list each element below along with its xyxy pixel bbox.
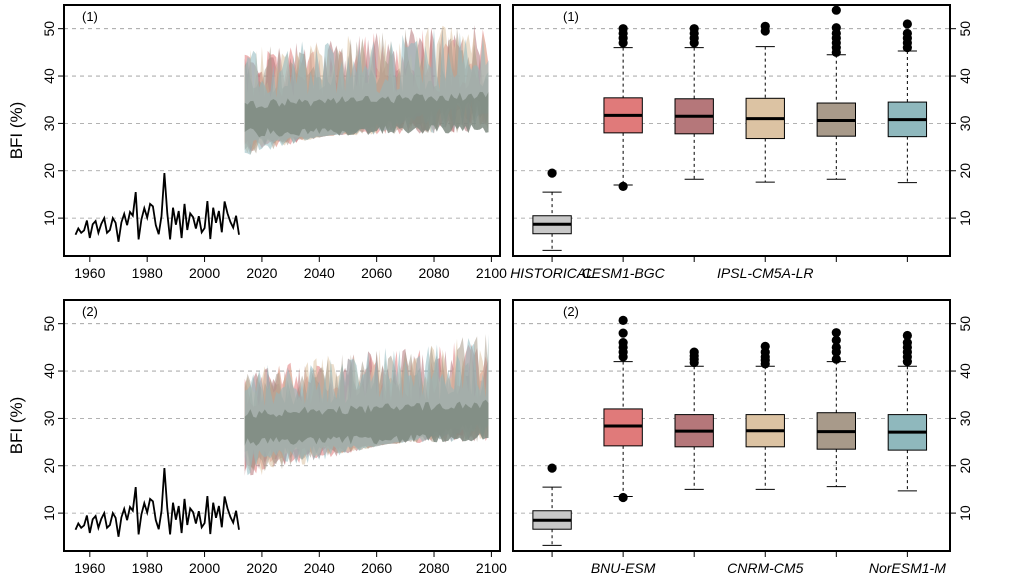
x-tick-label: 2080 [418, 560, 449, 574]
box-CESM1-BGC [603, 24, 643, 191]
box-model-0 [532, 463, 572, 546]
y-tick-label: 10 [957, 505, 973, 521]
x-category-label: HISTORICAL [510, 265, 594, 281]
plot-frame [63, 299, 501, 552]
outlier-point [831, 328, 841, 338]
x-category-label: CNRM-CM5 [727, 560, 803, 574]
y-tick-label: 40 [41, 68, 57, 84]
x-tick-label: 1980 [132, 560, 163, 574]
outlier-point [831, 23, 841, 33]
outlier-point [831, 354, 841, 364]
x-tick-label: 2060 [361, 265, 392, 281]
outlier-point [547, 463, 557, 473]
y-tick-label: 30 [41, 115, 57, 131]
x-tick-label: 1960 [74, 265, 105, 281]
outlier-point [831, 5, 841, 15]
x-category-label: BNU-ESM [591, 560, 656, 574]
outlier-point [689, 24, 699, 34]
outlier-point [760, 341, 770, 352]
y-tick-label: 50 [41, 21, 57, 37]
historical-line [74, 468, 240, 537]
x-tick-label: 2040 [304, 560, 335, 574]
y-tick-label: 10 [41, 210, 57, 226]
outlier-point [547, 168, 557, 178]
x-tick-label: 2060 [361, 560, 392, 574]
box-CNRM-CM5 [745, 341, 785, 490]
y-axis-label: BFI (%) [7, 397, 26, 455]
outlier-point [618, 181, 628, 191]
x-category-label: NorESM1-M [869, 560, 946, 574]
y-tick-label: 40 [957, 68, 973, 84]
x-tick-label: 1960 [74, 560, 105, 574]
box-model-2 [674, 24, 714, 180]
outlier-point [902, 338, 912, 348]
y-tick-label: 50 [957, 316, 973, 332]
box-NorESM1-M [887, 330, 928, 492]
x-tick-label: 2100 [476, 265, 507, 281]
y-tick-label: 10 [957, 210, 973, 226]
x-tick-label: 2040 [304, 265, 335, 281]
x-tick-label: 2080 [418, 265, 449, 281]
y-axis-label: BFI (%) [7, 102, 26, 160]
outlier-point [902, 19, 912, 29]
outlier-point [760, 21, 770, 31]
panel-bottom-left-timeseries: 10 20 30 40 50 1960 1980 2000 2020 2040 2060 2080 21… [7, 299, 507, 574]
x-tick-label: 2020 [246, 560, 277, 574]
box-HISTORICAL [532, 168, 572, 251]
panel-label: (2) [563, 304, 579, 319]
box-model-4 [816, 5, 856, 180]
box-model-2 [674, 347, 714, 490]
outlier-point [618, 492, 628, 503]
plot-frame [512, 299, 951, 552]
x-tick-label: 2000 [189, 265, 220, 281]
panel-bottom-right-boxplot: 10 20 30 40 50 BNU-ESM CNRM-CM5 NorESM1-M (2) [512, 299, 973, 574]
plot-frame [63, 4, 501, 257]
y-tick-label: 20 [957, 458, 973, 474]
y-tick-label: 10 [41, 505, 57, 521]
box-model-5 [887, 19, 928, 184]
y-tick-label: 30 [957, 115, 973, 131]
panel-label: (1) [563, 9, 579, 24]
x-tick-label: 1980 [132, 265, 163, 281]
y-tick-label: 30 [957, 410, 973, 426]
historical-line [74, 173, 240, 242]
outlier-point [831, 342, 841, 352]
projection-band-5 [244, 334, 489, 476]
y-tick-label: 50 [41, 316, 57, 332]
outlier-point [902, 330, 912, 341]
y-tick-label: 40 [957, 363, 973, 379]
panel-label: (1) [82, 9, 98, 24]
y-tick-label: 20 [41, 458, 57, 474]
box-IPSL-CM5A-LR [745, 21, 785, 183]
box-model-4 [816, 328, 856, 488]
outlier-point [831, 335, 841, 345]
plot-frame [512, 4, 951, 257]
y-tick-label: 20 [41, 163, 57, 179]
outlier-point [902, 28, 912, 39]
box-BNU-ESM [603, 315, 643, 503]
outlier-point [618, 338, 628, 348]
panel-label: (2) [82, 304, 98, 319]
y-tick-label: 30 [41, 410, 57, 426]
x-tick-label: 2020 [246, 265, 277, 281]
x-category-label: IPSL-CM5A-LR [717, 265, 813, 281]
outlier-point [618, 328, 628, 338]
projection-overlap-core [244, 399, 489, 446]
projection-overlap-core [244, 91, 489, 138]
y-tick-label: 50 [957, 21, 973, 37]
y-tick-label: 20 [957, 163, 973, 179]
y-tick-label: 40 [41, 363, 57, 379]
panel-top-left-timeseries: 10 20 30 40 50 1960 1980 2000 2020 2040 2060 2080 21… [7, 4, 507, 281]
outlier-point [618, 315, 628, 325]
outlier-point [618, 24, 628, 34]
x-tick-label: 2100 [476, 560, 507, 574]
x-category-label: CESM1-BGC [582, 265, 666, 281]
x-tick-label: 2000 [189, 560, 220, 574]
outlier-point [689, 347, 699, 357]
